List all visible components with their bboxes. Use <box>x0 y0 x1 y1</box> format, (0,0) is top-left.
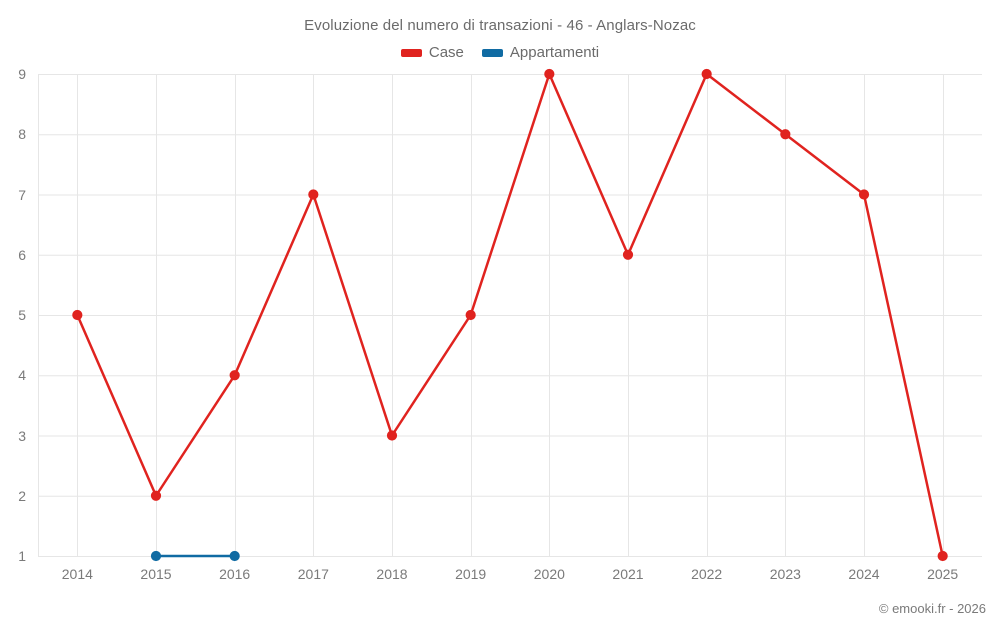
data-point[interactable] <box>858 189 870 200</box>
data-point[interactable] <box>780 129 791 140</box>
y-tick-label: 4 <box>18 367 26 384</box>
y-tick-label: 5 <box>18 307 26 323</box>
x-tick-label: 2023 <box>769 566 801 582</box>
legend-item-case[interactable]: Case <box>400 44 464 61</box>
data-point[interactable] <box>622 249 634 260</box>
legend-label-case: Case <box>428 44 464 61</box>
x-tick-label: 2020 <box>533 566 565 582</box>
x-tick-label: 2025 <box>927 566 959 582</box>
y-tick-label: 3 <box>18 427 26 444</box>
x-tick-label: 2018 <box>376 566 408 582</box>
x-tick-label: 2016 <box>219 566 251 582</box>
legend-label-appartamenti: Appartamenti <box>509 44 600 61</box>
data-point[interactable] <box>150 490 162 501</box>
y-tick-label: 9 <box>18 66 26 82</box>
x-tick-label: 2019 <box>455 566 487 582</box>
legend-item-appartamenti[interactable]: Appartamenti <box>481 44 600 61</box>
x-tick-label: 2024 <box>848 566 880 582</box>
y-tick-label: 1 <box>18 548 26 564</box>
chart-credit: © emooki.fr - 2026 <box>878 601 986 616</box>
data-point[interactable] <box>386 430 398 441</box>
series-appartamenti <box>150 550 240 562</box>
legend-swatch-case <box>400 48 422 57</box>
x-tick-label: 2022 <box>691 566 723 582</box>
data-point[interactable] <box>150 550 162 562</box>
data-point[interactable] <box>229 550 240 562</box>
data-point[interactable] <box>308 189 319 200</box>
data-point[interactable] <box>937 550 948 562</box>
x-tick-label: 2017 <box>297 566 329 582</box>
y-tick-label: 8 <box>18 126 26 143</box>
chart-title: Evoluzione del numero di transazioni - 4… <box>304 17 696 34</box>
data-point[interactable] <box>701 68 712 80</box>
x-tick-label: 2014 <box>61 566 93 582</box>
y-tick-label: 2 <box>18 487 26 504</box>
data-point[interactable] <box>72 309 83 321</box>
y-tick-label: 7 <box>18 186 26 203</box>
series-case <box>72 68 948 562</box>
y-tick-label: 6 <box>18 246 26 263</box>
grid-lines <box>38 74 982 557</box>
chart-legend: Case Appartamenti <box>0 44 1000 61</box>
legend-swatch-appartamenti <box>481 48 503 57</box>
data-point[interactable] <box>229 370 240 381</box>
data-point[interactable] <box>544 68 555 80</box>
data-point[interactable] <box>465 309 476 321</box>
x-tick-label: 2021 <box>612 566 644 582</box>
x-tick-label: 2015 <box>140 566 172 582</box>
